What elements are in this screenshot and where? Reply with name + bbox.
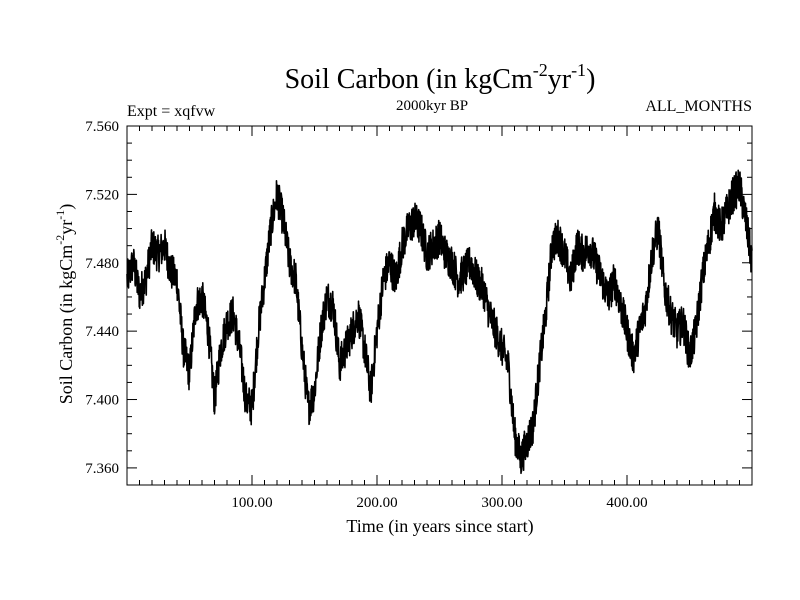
y-axis-label-mid: yr [56, 220, 76, 235]
y-axis-label-sup1: -2 [53, 235, 67, 245]
y-tick-label: 7.560 [85, 119, 119, 135]
chart-title-sup1: -2 [533, 60, 548, 80]
y-axis-label-base: Soil Carbon (in kgCm [56, 245, 77, 405]
y-tick-label: 7.480 [85, 256, 119, 272]
y-axis-label: Soil Carbon (in kgCm-2yr-1) [53, 204, 77, 405]
x-tick-label: 300.00 [481, 495, 522, 511]
y-tick-label: 7.360 [85, 461, 119, 477]
x-tick-label: 400.00 [606, 495, 647, 511]
chart-subtitle: 2000kyr BP [396, 98, 468, 114]
chart-title-end: ) [586, 64, 595, 95]
x-tick-label: 100.00 [231, 495, 272, 511]
plot-area: 100.00 200.00 300.00 400.00 7.360 7.400 7.440 7… [85, 119, 753, 511]
months-label: ALL_MONTHS [645, 98, 752, 115]
series-line-soil_carbon [126, 169, 753, 475]
y-axis-label-sup2: -1 [53, 210, 67, 220]
y-axis-label-end: ) [56, 204, 77, 210]
chart-title-mid: yr [548, 64, 572, 95]
chart-title-base: Soil Carbon (in kgCm [285, 64, 533, 95]
y-tick-label: 7.440 [85, 324, 119, 340]
x-tick-label: 200.00 [356, 495, 397, 511]
plot-frame [126, 125, 753, 486]
chart-title: Soil Carbon (in kgCm-2yr-1) [285, 60, 596, 95]
y-tick-label: 7.520 [85, 187, 119, 203]
y-tick-label: 7.400 [85, 393, 119, 409]
expt-label: Expt = xqfvw [127, 103, 216, 120]
x-axis-label: Time (in years since start) [346, 516, 533, 537]
chart-title-sup2: -1 [571, 60, 586, 80]
